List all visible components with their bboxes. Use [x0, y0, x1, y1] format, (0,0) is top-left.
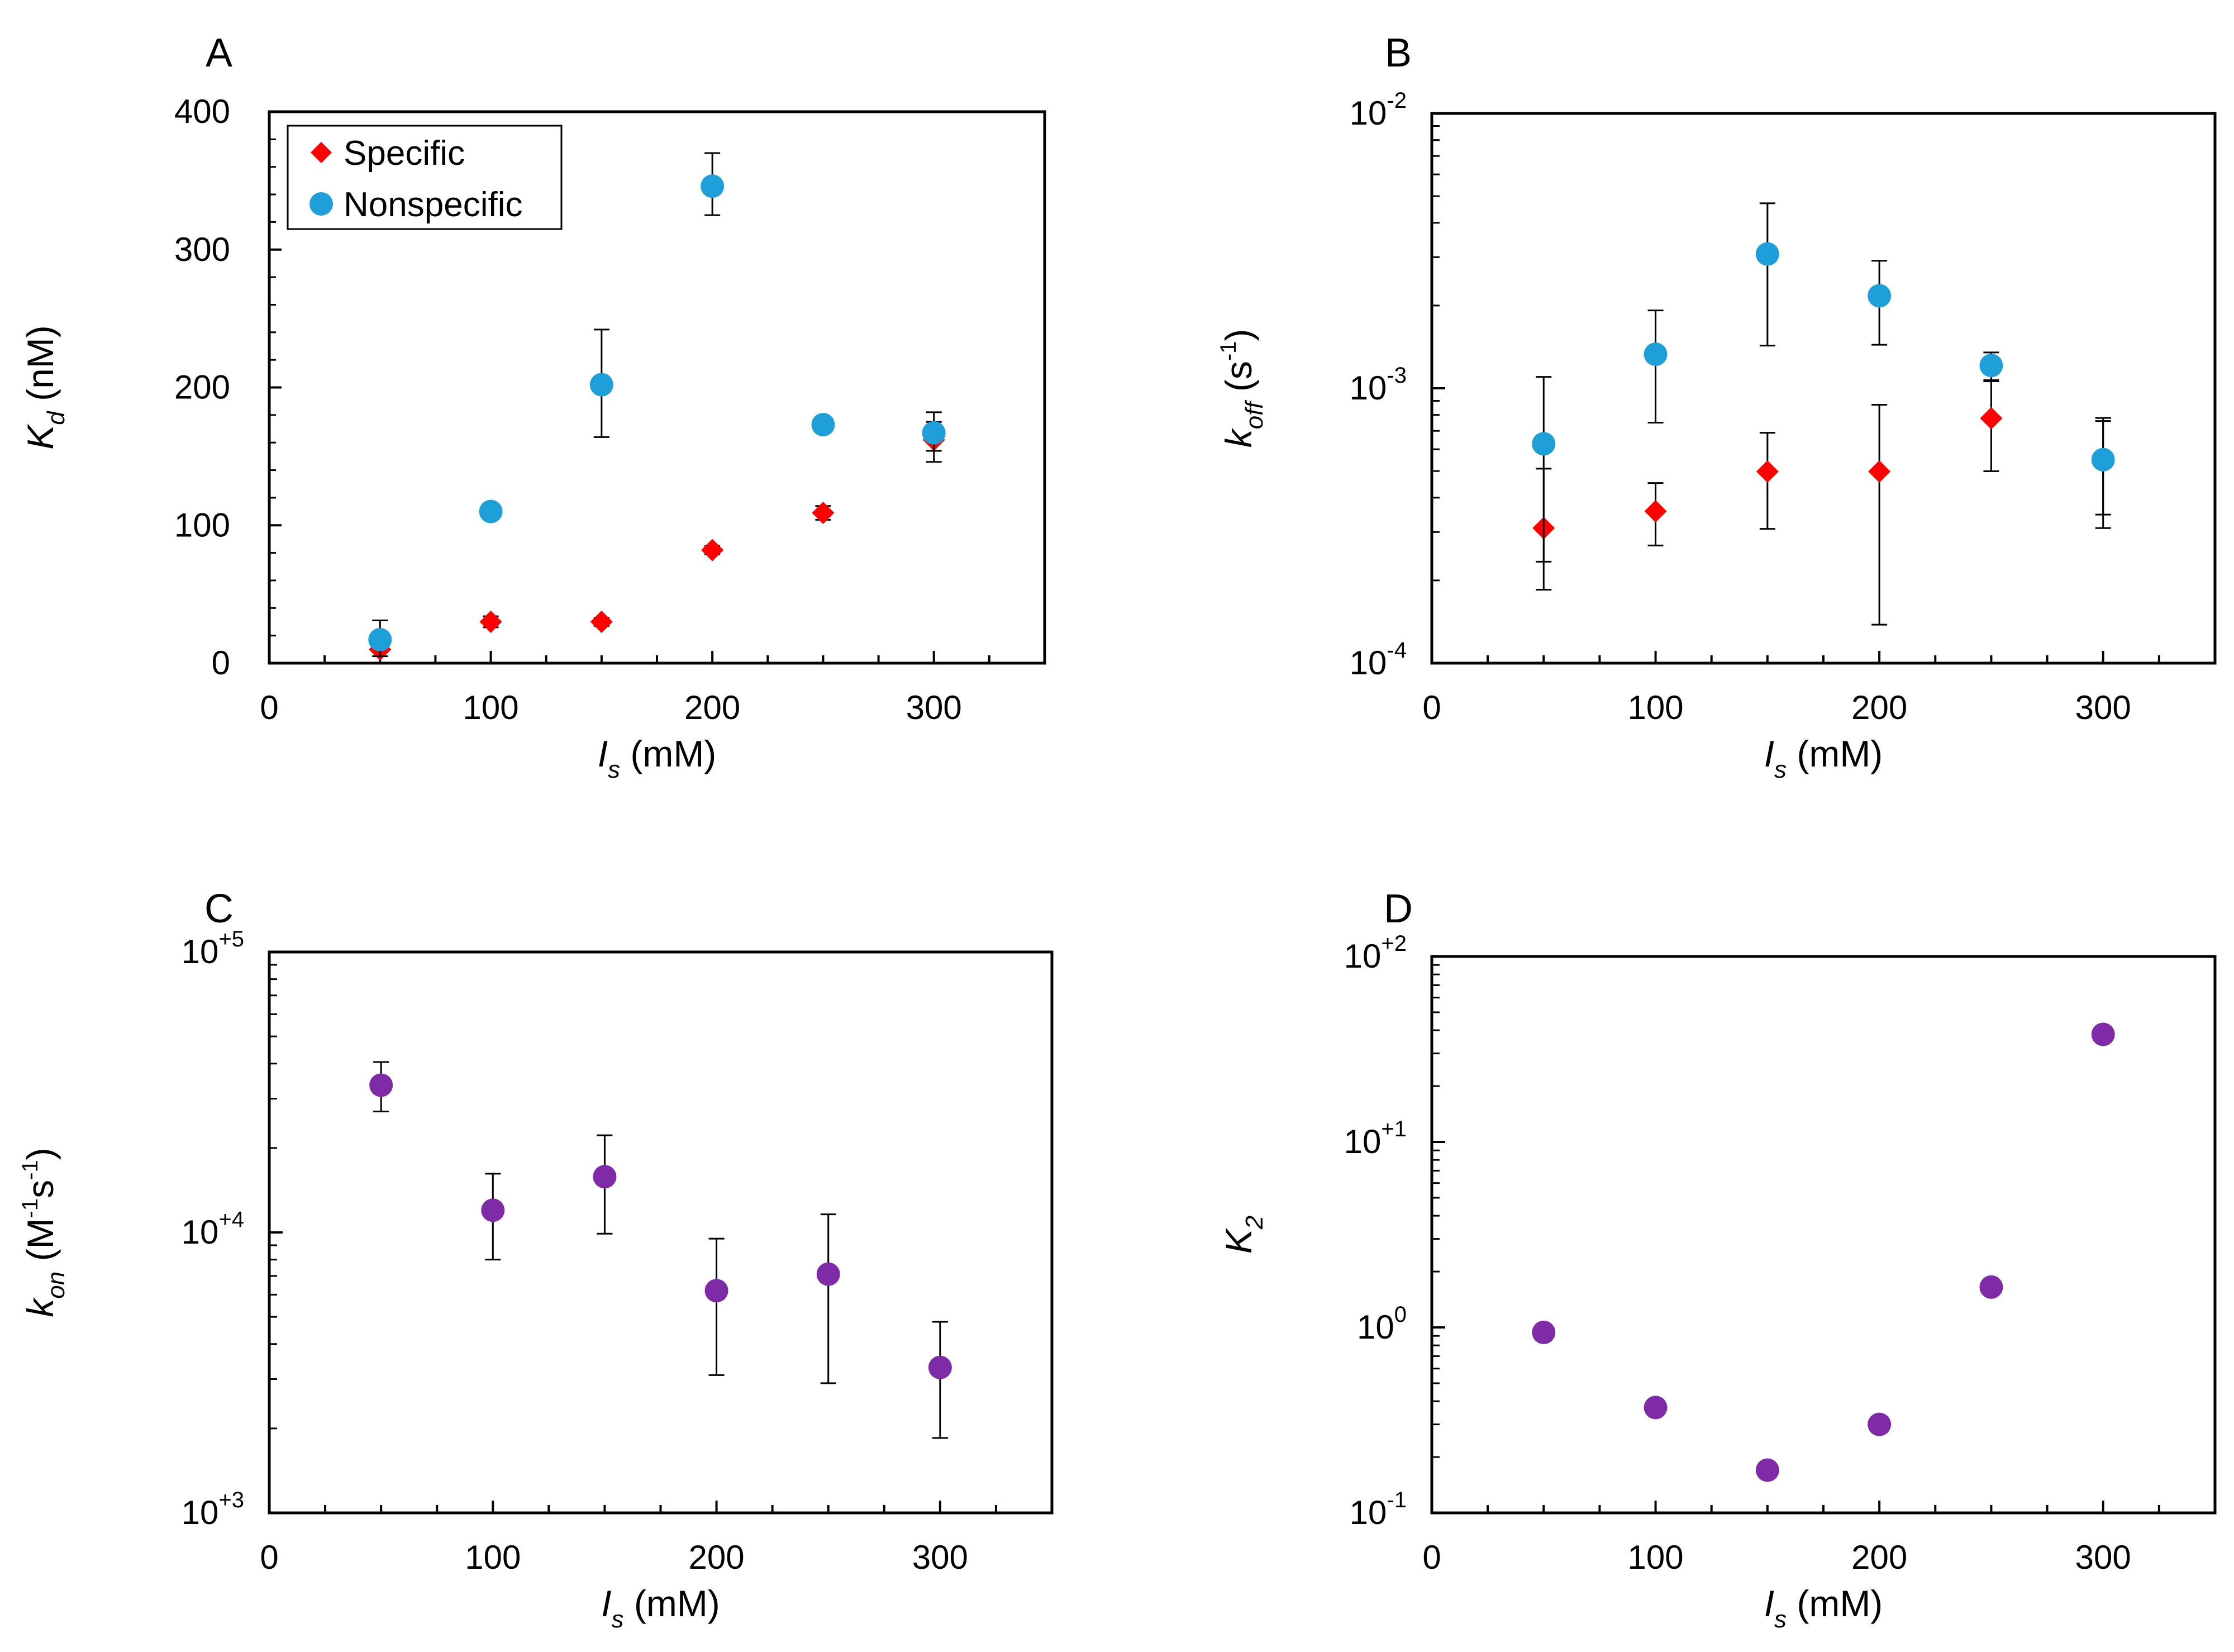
data-point-circle — [2091, 1022, 2115, 1046]
data-point-circle — [1644, 342, 1668, 366]
y-tick-label: 10-2 — [1350, 88, 1407, 132]
data-point-circle — [1532, 432, 1556, 456]
plot-frame — [268, 950, 1054, 1515]
series-circle-1 — [1532, 202, 2115, 563]
y-tick-label: 10-1 — [1350, 1488, 1407, 1531]
data-point-circle — [1755, 1458, 1779, 1482]
y-axis-title: koff (s-1) — [1216, 329, 1268, 448]
x-tick-label: 300 — [906, 689, 962, 726]
y-tick-label: 10+4 — [182, 1207, 244, 1251]
legend-marker-diamond — [311, 142, 332, 163]
data-point-diamond — [1644, 500, 1667, 523]
data-point-circle — [1979, 354, 2003, 378]
series-diamond-0 — [1532, 380, 2114, 626]
legend-marker-circle — [309, 192, 333, 216]
data-point-circle — [481, 1198, 505, 1222]
y-tick-label: 100 — [1357, 1302, 1407, 1346]
x-tick-label: 200 — [1851, 689, 1907, 726]
y-tick-label: 0 — [212, 644, 230, 682]
panel-letter: A — [206, 31, 232, 75]
data-point-diamond — [479, 610, 502, 633]
data-point-circle — [2091, 447, 2115, 472]
data-point-circle — [593, 1165, 617, 1189]
y-tick-label: 300 — [174, 231, 230, 268]
legend-box — [287, 125, 563, 230]
legend: Specific Nonspecific — [287, 125, 563, 230]
x-tick-label: 200 — [684, 689, 740, 726]
y-tick-label: 200 — [174, 369, 230, 406]
series-specific — [369, 421, 945, 661]
y-tick-label: 10+1 — [1344, 1117, 1407, 1160]
data-point-circle — [589, 373, 613, 397]
data-point-circle — [701, 174, 725, 198]
y-tick-label: 10-4 — [1350, 638, 1407, 682]
x-tick-label: 300 — [2075, 689, 2131, 726]
series-nonspecific — [368, 152, 946, 658]
x-tick-label: 0 — [260, 1539, 278, 1576]
data-point-diamond — [1980, 407, 2003, 430]
data-point-circle — [1868, 1412, 1892, 1436]
series-circle-0 — [1532, 1022, 2115, 1482]
data-point-circle — [704, 1279, 728, 1303]
data-point-circle — [1979, 1275, 2003, 1299]
data-point-diamond — [1868, 460, 1891, 483]
x-tick-label: 0 — [260, 689, 278, 726]
panel-b: B 0 100 200 300 10-2 10-3 10-4 Is (mM) koff (s-1) — [1216, 31, 2217, 783]
legend-label: Specific — [344, 134, 465, 173]
data-point-circle — [1644, 1396, 1668, 1420]
y-tick-label: 10-3 — [1350, 363, 1407, 407]
x-tick-label: 100 — [463, 689, 519, 726]
data-point-circle — [922, 421, 946, 445]
data-point-diamond — [590, 610, 613, 633]
data-point-diamond — [701, 539, 724, 561]
x-tick-label: 300 — [912, 1539, 968, 1576]
x-tick-label: 300 — [2075, 1539, 2131, 1576]
panel-letter: C — [204, 887, 234, 931]
y-tick-label: 10+5 — [182, 927, 244, 970]
x-tick-label: 100 — [1628, 689, 1684, 726]
y-axis-title: Kd (nM) — [20, 325, 70, 450]
x-tick-label: 100 — [1628, 1539, 1684, 1576]
data-point-circle — [368, 628, 392, 652]
plot-frame — [1430, 112, 2217, 665]
x-tick-label: 0 — [1422, 1539, 1441, 1576]
y-tick-label: 10+2 — [1344, 931, 1407, 975]
x-tick-label: 0 — [1422, 689, 1441, 726]
x-tick-label: 200 — [1851, 1539, 1907, 1576]
y-tick-label: 100 — [174, 506, 230, 544]
data-point-circle — [1868, 284, 1892, 308]
panel-a: A 0 100 200 300 0 100 200 300 400 Is (mM) Kd (nM) Sp… — [20, 31, 1046, 783]
series-circle-0 — [369, 1061, 952, 1439]
panel-d: D 0 100 200 300 10+2 10+1 100 10-1 Is (mM) K2 — [1218, 887, 2217, 1633]
data-point-diamond — [812, 502, 835, 525]
x-axis-title: Is (mM) — [601, 1583, 720, 1633]
data-point-circle — [1532, 1320, 1556, 1344]
y-tick-label: 400 — [174, 93, 230, 130]
legend-label: Nonspecific — [344, 185, 522, 224]
data-point-circle — [1755, 242, 1779, 266]
data-point-circle — [816, 1262, 840, 1286]
x-axis-title: Is (mM) — [598, 733, 717, 783]
y-axis-title: K2 — [1218, 1216, 1268, 1254]
data-point-circle — [928, 1355, 952, 1379]
data-point-circle — [369, 1073, 393, 1097]
data-point-circle — [811, 413, 835, 437]
x-tick-label: 100 — [465, 1539, 521, 1576]
panel-letter: D — [1384, 887, 1413, 931]
x-axis-title: Is (mM) — [1764, 733, 1883, 783]
x-axis-title: Is (mM) — [1764, 1583, 1883, 1633]
data-point-circle — [479, 499, 503, 523]
x-tick-label: 200 — [689, 1539, 745, 1576]
y-axis-title: kon (M-1s-1) — [18, 1148, 70, 1317]
panel-letter: B — [1385, 31, 1412, 75]
y-tick-label: 10+3 — [182, 1488, 244, 1531]
panel-c: C 0 100 200 300 10+5 10+4 10+3 Is (mM) kon (M-1s-… — [18, 887, 1054, 1633]
data-point-diamond — [1756, 460, 1779, 483]
